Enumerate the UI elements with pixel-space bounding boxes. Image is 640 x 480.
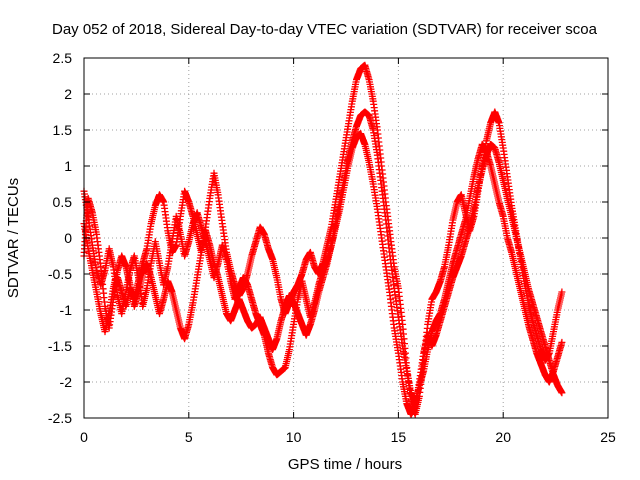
y-axis-tick-labels: -2.5 -2 -1.5 -1 -0.5 0 0.5 1 1.5 2 2.5 bbox=[48, 50, 72, 426]
y-tick-label: -2.5 bbox=[48, 410, 72, 426]
x-tick-label: 5 bbox=[185, 429, 193, 445]
x-tick-label: 0 bbox=[80, 429, 88, 445]
x-tick-label: 25 bbox=[600, 429, 616, 445]
chart-title: Day 052 of 2018, Sidereal Day-to-day VTE… bbox=[52, 21, 598, 38]
x-tick-label: 10 bbox=[286, 429, 302, 445]
y-tick-label: 0.5 bbox=[53, 194, 73, 210]
y-tick-label: -1 bbox=[60, 302, 73, 318]
y-tick-label: 2.5 bbox=[53, 50, 73, 66]
y-tick-label: -1.5 bbox=[48, 338, 72, 354]
y-tick-label: 2 bbox=[64, 86, 72, 102]
y-tick-label: 0 bbox=[64, 230, 72, 246]
x-axis-tick-labels: 0 5 10 15 20 25 bbox=[80, 429, 616, 445]
y-tick-label: -2 bbox=[60, 374, 73, 390]
y-tick-label: 1 bbox=[64, 158, 72, 174]
grid-lines bbox=[84, 58, 608, 418]
axis-ticks bbox=[83, 57, 609, 419]
x-tick-label: 20 bbox=[495, 429, 511, 445]
x-tick-label: 15 bbox=[391, 429, 407, 445]
y-tick-label: -0.5 bbox=[48, 266, 72, 282]
y-tick-label: 1.5 bbox=[53, 122, 73, 138]
y-axis-label: SDTVAR / TECUs bbox=[5, 178, 22, 298]
x-axis-label: GPS time / hours bbox=[288, 456, 402, 473]
